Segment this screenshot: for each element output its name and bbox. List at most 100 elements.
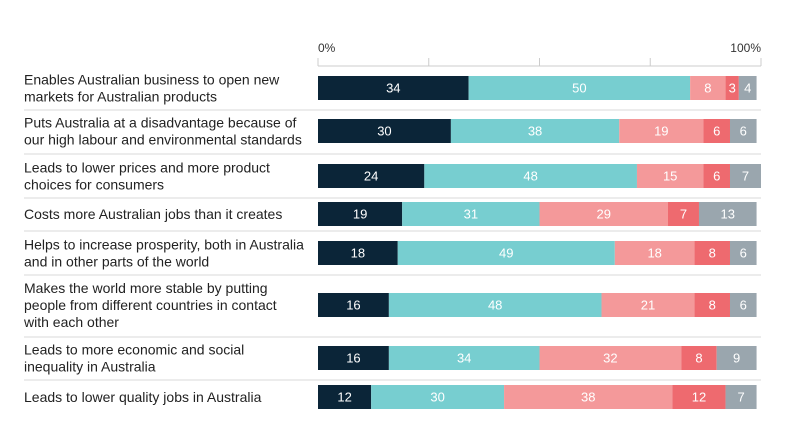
data-label: 6: [740, 124, 747, 139]
bar-segment: [729, 119, 757, 143]
data-label: 21: [641, 298, 655, 313]
bar-segment: [504, 385, 673, 409]
bar-segment: [397, 241, 615, 265]
category-label-line: inequality in Australia: [24, 359, 156, 375]
category-label: Helps to increase prosperity, both in Au…: [24, 237, 304, 270]
category-label-line: Leads to lower quality jobs in Australia: [24, 389, 262, 405]
bar-segment: [681, 346, 717, 370]
bar-segment: [318, 76, 469, 100]
data-label: 49: [499, 246, 513, 261]
bar-segment: [318, 119, 451, 143]
bar-segment: [729, 164, 761, 188]
category-label: Enables Australian business to open new m…: [24, 72, 280, 105]
data-label: 6: [713, 169, 720, 184]
category-label: Leads to more economic and social inequal…: [24, 342, 244, 375]
category-labels: Enables Australian business to open new m…: [23, 72, 304, 406]
bar-segment: [694, 241, 730, 265]
data-label: 32: [603, 351, 617, 366]
grid-lines: [317, 58, 762, 67]
data-label: 31: [464, 207, 478, 222]
data-label: 7: [737, 390, 744, 405]
bar-segment: [318, 241, 398, 265]
category-label-line: choices for consumers: [24, 177, 164, 193]
data-label: 7: [742, 169, 749, 184]
bar-segment: [672, 385, 726, 409]
data-label: 19: [353, 207, 367, 222]
category-label-line: markets for Australian products: [24, 89, 217, 105]
data-label: 12: [692, 390, 706, 405]
bar-segment: [619, 119, 704, 143]
data-label: 15: [663, 169, 677, 184]
bar-segment: [725, 385, 757, 409]
bar-segment: [539, 346, 682, 370]
data-label: 6: [740, 298, 747, 313]
bar-segment: [729, 241, 757, 265]
category-label: Puts Australia at a disadvantage because…: [24, 115, 302, 148]
data-label: 18: [351, 246, 365, 261]
data-label: 8: [695, 351, 702, 366]
data-label: 48: [488, 298, 502, 313]
bar-segment: [667, 202, 699, 226]
bar-segment: [318, 346, 389, 370]
category-label: Costs more Australian jobs than it creat…: [24, 206, 282, 222]
data-label: 38: [581, 390, 595, 405]
category-label-line: Leads to more economic and social: [24, 342, 244, 358]
bar-segment: [601, 293, 695, 317]
data-label: 34: [457, 351, 471, 366]
bar-segment: [690, 76, 726, 100]
data-label: 9: [733, 351, 740, 366]
data-label: 30: [430, 390, 444, 405]
data-label: 24: [364, 169, 378, 184]
category-label: Makes the world more stable by putting pe…: [23, 280, 277, 330]
data-label: 3: [729, 81, 736, 96]
bar-segment: [318, 202, 403, 226]
bar-segment: [614, 241, 695, 265]
bar-segment: [716, 346, 757, 370]
category-label: Leads to lower quality jobs in Australia: [24, 389, 262, 405]
data-label: 30: [377, 124, 391, 139]
category-label: Leads to lower prices and more product ch…: [24, 160, 270, 193]
bar-segment: [318, 164, 425, 188]
bar-segment: [729, 293, 757, 317]
data-label: 29: [597, 207, 611, 222]
tick-label-0: 0%: [318, 41, 336, 55]
bar-segment: [388, 346, 540, 370]
bar-segment: [450, 119, 620, 143]
bar-segment: [468, 76, 691, 100]
category-label-line: with each other: [23, 314, 119, 330]
data-label: 8: [709, 246, 716, 261]
axis-ticks: 0% 100%: [318, 41, 761, 55]
bar-segment: [402, 202, 540, 226]
category-label-line: Makes the world more stable by putting: [24, 280, 268, 296]
bar-segment: [636, 164, 704, 188]
bar-segment: [318, 293, 389, 317]
bar-segment: [371, 385, 505, 409]
bar-segment: [539, 202, 668, 226]
bar-segment: [703, 119, 730, 143]
bar-segment: [738, 76, 757, 100]
data-label: 18: [647, 246, 661, 261]
bar-segment: [703, 164, 730, 188]
data-label: 4: [744, 81, 751, 96]
category-label-line: Helps to increase prosperity, both in Au…: [24, 237, 304, 253]
bar-segment: [725, 76, 739, 100]
data-label: 12: [337, 390, 351, 405]
data-label: 13: [721, 207, 735, 222]
category-label-line: our high labour and environmental standa…: [24, 132, 302, 148]
bar-segment: [424, 164, 637, 188]
data-label: 7: [680, 207, 687, 222]
data-label: 38: [528, 124, 542, 139]
bar-segment: [318, 385, 372, 409]
tick-label-100: 100%: [730, 41, 761, 55]
data-label: 8: [709, 298, 716, 313]
category-label-line: Leads to lower prices and more product: [24, 160, 270, 176]
category-label-line: Enables Australian business to open new: [24, 72, 280, 88]
category-label-line: Puts Australia at a disadvantage because…: [24, 115, 297, 131]
data-label: 19: [654, 124, 668, 139]
data-label: 34: [386, 81, 400, 96]
data-label: 6: [713, 124, 720, 139]
category-label-line: and in other parts of the world: [24, 254, 209, 270]
category-label-line: people from different countries in conta…: [24, 297, 277, 313]
